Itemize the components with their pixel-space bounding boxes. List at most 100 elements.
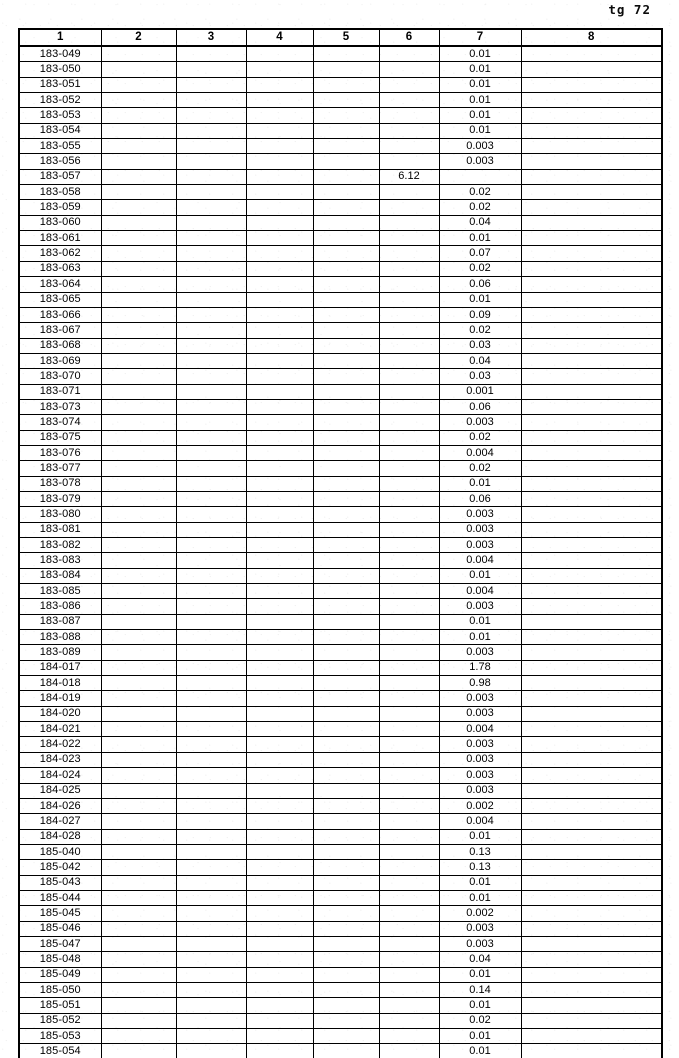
cell-column-2 — [100, 184, 177, 201]
cell-column-3 — [175, 843, 247, 861]
cell-column-7: 0.01 — [438, 61, 522, 78]
cell-column-5 — [312, 138, 380, 155]
cell-column-6 — [378, 460, 440, 477]
cell-column-4 — [245, 122, 314, 140]
cell-column-6 — [378, 675, 440, 692]
cell-column-3 — [175, 45, 247, 63]
column-header-1: 1 — [18, 28, 102, 47]
cell-column-3 — [175, 383, 247, 400]
cell-column-5 — [312, 951, 380, 968]
cell-column-4 — [245, 629, 314, 646]
cell-column-4 — [245, 490, 314, 508]
cell-sample-id: 183-082 — [18, 536, 102, 554]
cell-column-2 — [100, 782, 177, 799]
cell-column-6 — [378, 736, 440, 753]
column-header-7: 7 — [438, 28, 522, 47]
cell-column-5 — [312, 1043, 380, 1058]
cell-column-3 — [175, 429, 247, 446]
cell-column-6 — [378, 398, 440, 416]
cell-column-6 — [378, 521, 440, 539]
cell-sample-id: 184-019 — [18, 690, 102, 707]
cell-sample-id: 183-057 — [18, 168, 102, 186]
cell-column-3 — [175, 245, 247, 262]
cell-sample-id: 183-088 — [18, 629, 102, 646]
cell-sample-id: 183-083 — [18, 552, 102, 569]
cell-column-3 — [175, 414, 247, 431]
cell-column-6 — [378, 322, 440, 339]
cell-column-4 — [245, 337, 314, 354]
cell-column-6 — [378, 598, 440, 615]
table-row: 183-086 0.003 — [18, 598, 663, 615]
cell-sample-id: 183-052 — [18, 92, 102, 109]
cell-column-5 — [312, 1027, 380, 1045]
cell-column-7: 0.003 — [438, 705, 522, 723]
cell-column-8 — [520, 398, 663, 416]
cell-column-5 — [312, 153, 380, 170]
cell-column-4 — [245, 675, 314, 692]
cell-column-2 — [100, 460, 177, 477]
cell-column-3 — [175, 352, 247, 370]
cell-column-7 — [438, 168, 522, 186]
cell-column-3 — [175, 306, 247, 324]
cell-column-5 — [312, 322, 380, 339]
cell-sample-id: 183-074 — [18, 414, 102, 431]
cell-sample-id: 184-017 — [18, 659, 102, 677]
cell-column-6 — [378, 107, 440, 124]
cell-column-6 — [378, 889, 440, 907]
cell-column-3 — [175, 828, 247, 845]
cell-column-4 — [245, 951, 314, 968]
cell-column-2 — [100, 598, 177, 615]
cell-column-3 — [175, 690, 247, 707]
table-row: 183-055 0.003 — [18, 138, 663, 155]
table-row: 183-050 0.01 — [18, 61, 663, 78]
cell-column-6 — [378, 383, 440, 400]
cell-column-2 — [100, 644, 177, 661]
cell-column-8 — [520, 1012, 663, 1030]
cell-column-2 — [100, 889, 177, 907]
cell-column-7: 0.02 — [438, 199, 522, 216]
cell-column-5 — [312, 337, 380, 354]
cell-column-8 — [520, 199, 663, 216]
cell-column-8 — [520, 306, 663, 324]
cell-column-5 — [312, 429, 380, 446]
cell-column-3 — [175, 966, 247, 983]
table-row: 185-046 0.003 — [18, 920, 663, 937]
cell-column-4 — [245, 429, 314, 446]
cell-column-7: 0.01 — [438, 828, 522, 845]
cell-column-3 — [175, 322, 247, 339]
cell-column-8 — [520, 736, 663, 753]
cell-column-5 — [312, 475, 380, 492]
cell-column-2 — [100, 521, 177, 539]
cell-column-2 — [100, 414, 177, 431]
cell-column-8 — [520, 45, 663, 63]
table-row: 185-043 0.01 — [18, 874, 663, 891]
cell-column-6 — [378, 506, 440, 523]
cell-column-4 — [245, 705, 314, 723]
cell-sample-id: 183-081 — [18, 521, 102, 539]
table-row: 183-083 0.004 — [18, 552, 663, 569]
cell-column-2 — [100, 797, 177, 815]
table-row: 185-054 0.01 — [18, 1043, 663, 1058]
cell-column-5 — [312, 214, 380, 232]
cell-column-2 — [100, 736, 177, 753]
cell-column-7: 0.02 — [438, 460, 522, 477]
cell-column-3 — [175, 659, 247, 677]
cell-sample-id: 184-027 — [18, 813, 102, 830]
cell-column-5 — [312, 874, 380, 891]
cell-column-4 — [245, 184, 314, 201]
cell-column-2 — [100, 705, 177, 723]
cell-column-2 — [100, 552, 177, 569]
cell-column-5 — [312, 291, 380, 308]
cell-column-5 — [312, 306, 380, 324]
cell-column-6 — [378, 1043, 440, 1058]
cell-column-2 — [100, 76, 177, 94]
cell-column-4 — [245, 644, 314, 661]
cell-column-3 — [175, 874, 247, 891]
table-row: 185-048 0.04 — [18, 951, 663, 968]
cell-column-8 — [520, 675, 663, 692]
table-row: 183-076 0.004 — [18, 444, 663, 462]
cell-column-6 — [378, 184, 440, 201]
cell-column-7: 0.003 — [438, 920, 522, 937]
cell-column-4 — [245, 306, 314, 324]
cell-column-7: 0.01 — [438, 629, 522, 646]
